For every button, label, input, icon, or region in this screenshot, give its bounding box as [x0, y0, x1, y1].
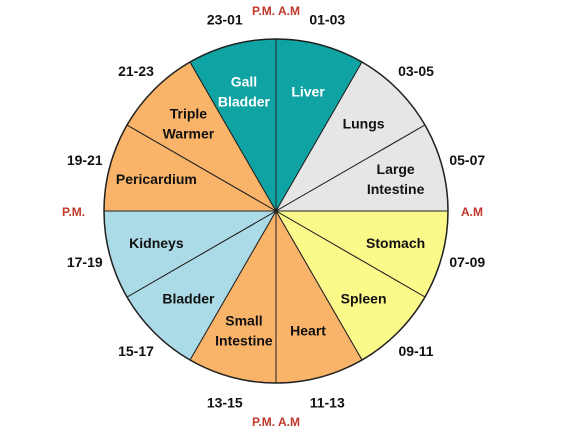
clock-outline — [103, 38, 449, 384]
ampm-left-label: P.M. — [62, 205, 85, 219]
organ-label-stomach: Stomach — [366, 235, 425, 251]
organ-label-kidneys: Kidneys — [129, 235, 184, 251]
time-label-23-01: 23-01 — [207, 12, 243, 28]
organ-label-gall-bladder: Gall Bladder — [218, 73, 271, 109]
time-label-03-05: 03-05 — [398, 63, 434, 79]
ampm-labels: P.M. A.M P.M. A.M P.M. A.M — [62, 4, 483, 429]
time-label-11-13: 11-13 — [310, 394, 345, 410]
ampm-right-label: A.M — [461, 205, 483, 219]
organ-label-pericardium: Pericardium — [116, 171, 197, 187]
organ-label-large-intestine: Large Intestine — [367, 161, 425, 197]
ampm-bottom-label: P.M. A.M — [252, 415, 300, 429]
organ-label-bladder: Bladder — [162, 291, 215, 307]
organ-label-liver: Liver — [291, 83, 325, 99]
time-label-09-11: 09-11 — [398, 343, 433, 359]
time-label-15-17: 15-17 — [118, 343, 154, 359]
time-label-05-07: 05-07 — [449, 152, 485, 168]
time-label-01-03: 01-03 — [309, 12, 345, 28]
organ-label-triple-warmer: Triple Warmer — [163, 105, 215, 141]
ampm-top-label: P.M. A.M — [252, 4, 300, 18]
time-label-21-23: 21-23 — [118, 63, 154, 79]
time-label-07-09: 07-09 — [449, 254, 485, 270]
organ-labels: Liver Lungs Large Intestine Stomach Spleen Hea… — [116, 73, 425, 348]
time-label-17-19: 17-19 — [67, 254, 103, 270]
organ-label-heart: Heart — [290, 323, 326, 339]
organ-label-spleen: Spleen — [341, 291, 387, 307]
time-labels: 01-03 03-05 05-07 07-09 09-11 11-13 13-15 15-17… — [67, 12, 486, 411]
organ-label-lungs: Lungs — [343, 115, 385, 131]
organ-wedges — [103, 38, 449, 384]
time-label-19-21: 19-21 — [67, 152, 103, 168]
organ-label-small-intestine: Small Intestine — [215, 313, 273, 349]
time-label-13-15: 13-15 — [207, 394, 243, 410]
